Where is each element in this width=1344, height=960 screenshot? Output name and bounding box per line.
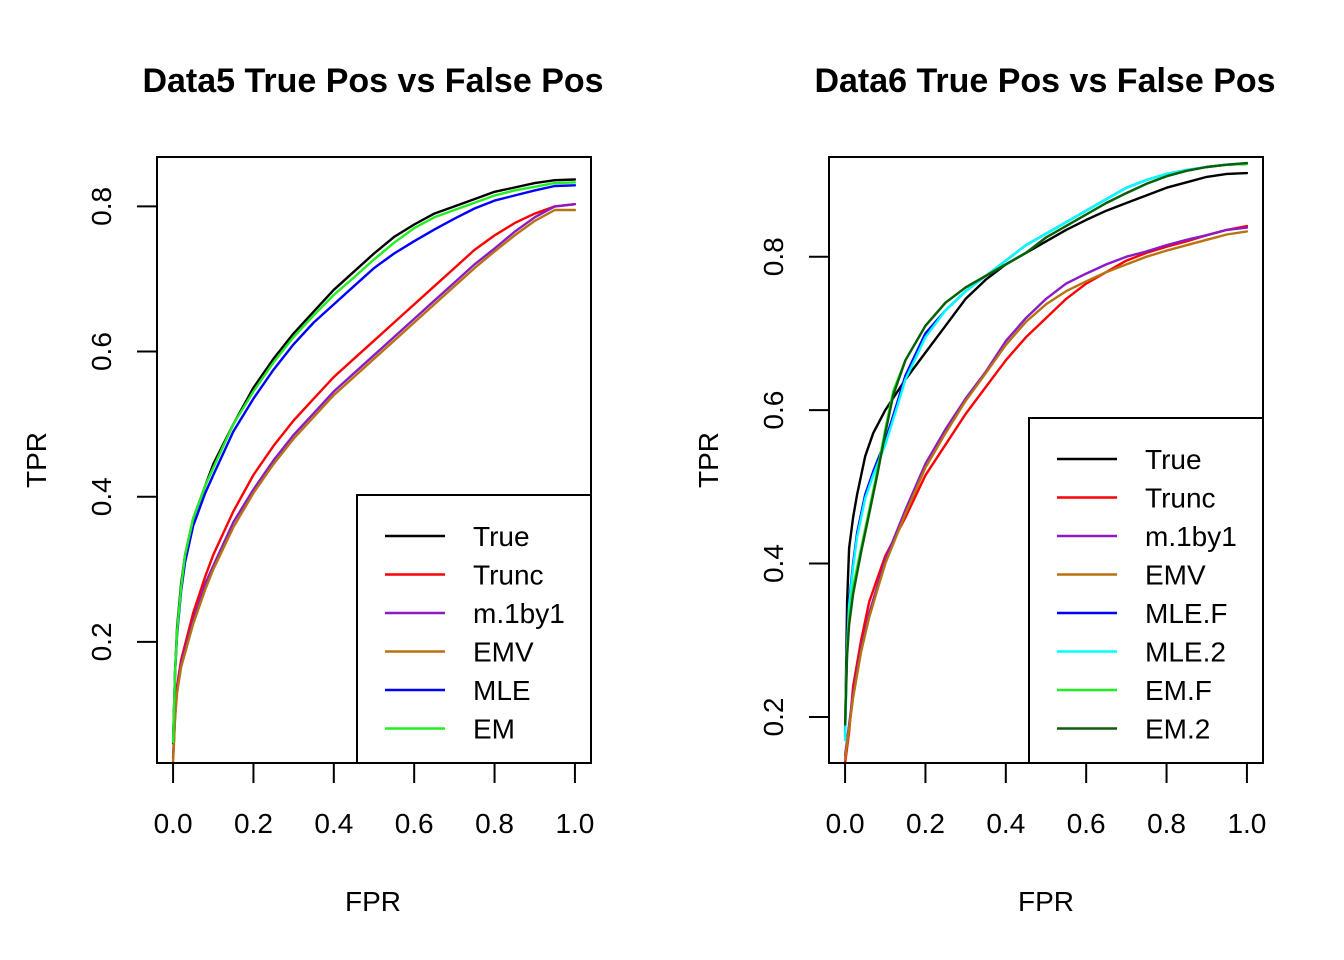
y-axis-label: TPR <box>693 432 724 488</box>
chart-title: Data5 True Pos vs False Pos <box>142 62 603 100</box>
legend-box <box>356 494 592 764</box>
legend: True Trunc m.1by1 EMV MLE.F MLE.2 EM.F EM.2 <box>1028 417 1264 764</box>
y-tick-label: 0.6 <box>86 332 117 371</box>
x-tick-label: 0.2 <box>906 808 945 839</box>
legend: True Trunc m.1by1 EMV MLE EM <box>356 494 592 764</box>
series-layer <box>843 161 1249 765</box>
x-tick-label: 1.0 <box>1227 808 1266 839</box>
x-axis-label: FPR <box>345 886 401 917</box>
legend-item: m.1by1 <box>1057 521 1237 552</box>
legend-item: EM <box>385 714 515 745</box>
chart-panel-data5: Data5 True Pos vs False Pos FPR TPR 0.0 0… <box>21 62 604 917</box>
legend-item: EM.2 <box>1057 714 1210 745</box>
x-tick-label: 0.6 <box>395 808 434 839</box>
series-line-trunc <box>171 202 577 760</box>
y-tick-label: 0.4 <box>758 544 789 583</box>
series-line-emv <box>171 208 577 763</box>
legend-label: EM <box>473 714 515 745</box>
y-tick-label: 0.2 <box>86 622 117 661</box>
legend-label: Trunc <box>473 560 544 591</box>
x-tick-label: 1.0 <box>555 808 594 839</box>
legend-label: EMV <box>1145 560 1206 591</box>
x-tick-label: 0.8 <box>1147 808 1186 839</box>
x-tick-label: 0.0 <box>154 808 193 839</box>
legend-item: Trunc <box>385 560 544 591</box>
series-line-em <box>171 181 577 744</box>
y-tick-label: 0.8 <box>758 237 789 276</box>
legend-label: EMV <box>473 637 534 668</box>
x-axis: 0.0 0.2 0.4 0.6 0.8 1.0 <box>826 762 1266 839</box>
y-tick-label: 0.6 <box>758 391 789 430</box>
series-line-mle <box>171 184 577 742</box>
series-line-emv <box>843 230 1249 761</box>
legend-label: MLE.F <box>1145 598 1227 629</box>
chart-panel-data6: Data6 True Pos vs False Pos FPR TPR 0.0 0… <box>693 62 1276 917</box>
y-tick-label: 0.2 <box>758 698 789 737</box>
y-tick-label: 0.4 <box>86 477 117 516</box>
legend-item: True <box>385 521 530 552</box>
legend-item: EM.F <box>1057 675 1212 706</box>
series-line-m-1by1 <box>171 202 577 760</box>
legend-item: Trunc <box>1057 483 1216 514</box>
legend-label: EM.F <box>1145 675 1212 706</box>
legend-label: m.1by1 <box>473 598 565 629</box>
legend-label: Trunc <box>1145 483 1216 514</box>
legend-item: MLE.2 <box>1057 637 1226 668</box>
legend-label: MLE <box>473 675 531 706</box>
x-tick-label: 0.6 <box>1067 808 1106 839</box>
series-line-trunc <box>843 224 1249 765</box>
x-tick-label: 0.4 <box>314 808 353 839</box>
legend-item: EMV <box>1057 560 1206 591</box>
legend-item: MLE <box>385 675 531 706</box>
x-tick-label: 0.8 <box>475 808 514 839</box>
legend-item: MLE.F <box>1057 598 1227 629</box>
legend-item: m.1by1 <box>385 598 565 629</box>
x-axis-label: FPR <box>1018 886 1074 917</box>
legend-label: True <box>473 521 530 552</box>
y-axis-label: TPR <box>21 432 52 488</box>
y-tick-label: 0.8 <box>86 187 117 226</box>
series-line-em-2 <box>843 161 1249 726</box>
legend-box <box>1028 417 1264 764</box>
x-tick-label: 0.2 <box>234 808 273 839</box>
legend-label: EM.2 <box>1145 714 1210 745</box>
chart-title: Data6 True Pos vs False Pos <box>814 62 1275 100</box>
legend-label: MLE.2 <box>1145 637 1226 668</box>
legend-item: EMV <box>385 637 534 668</box>
series-layer <box>171 178 577 763</box>
legend-item: True <box>1057 444 1202 475</box>
series-line-true <box>843 171 1249 738</box>
legend-label: True <box>1145 444 1202 475</box>
x-tick-label: 0.4 <box>986 808 1025 839</box>
legend-label: m.1by1 <box>1145 521 1237 552</box>
x-tick-label: 0.0 <box>826 808 865 839</box>
